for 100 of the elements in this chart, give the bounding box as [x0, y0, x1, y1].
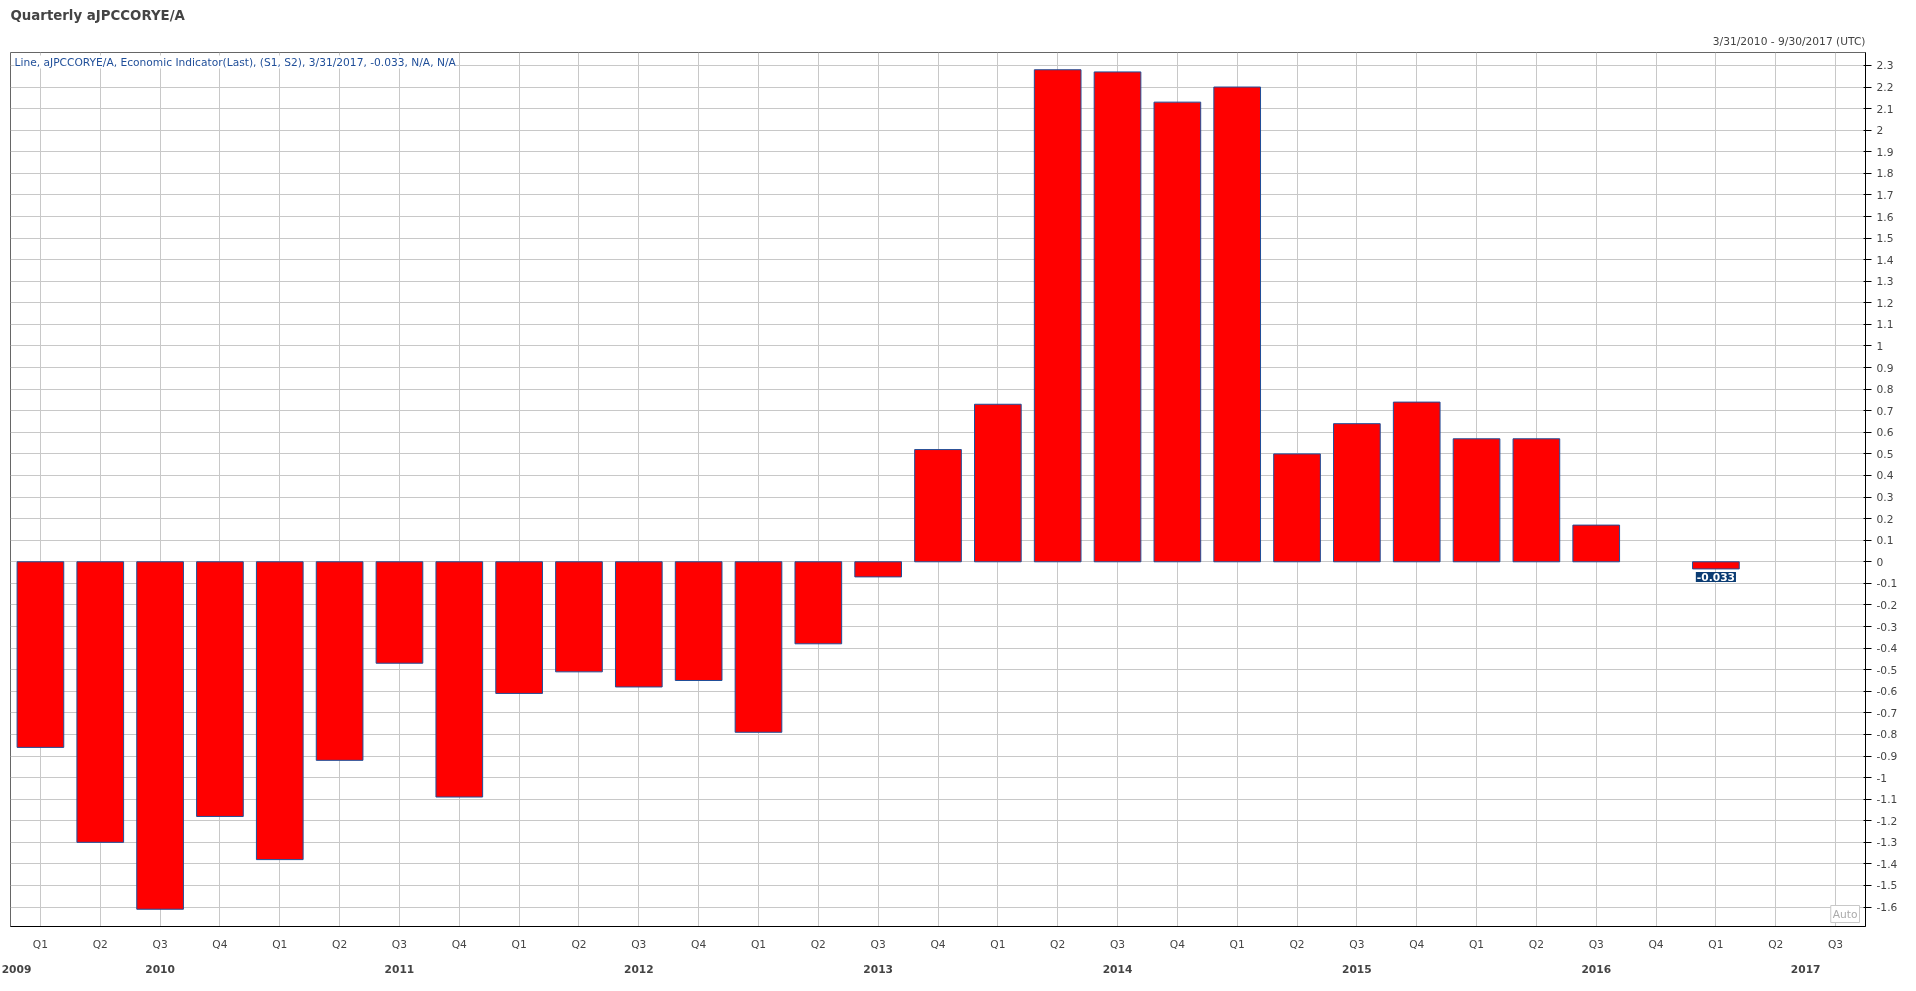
y-tick-label: 0.7	[1876, 404, 1894, 418]
bar	[1033, 69, 1082, 563]
bar	[674, 561, 723, 681]
x-tick-label: Q4	[1169, 937, 1186, 951]
bar	[1512, 438, 1561, 563]
y-tick-label: -0.6	[1876, 685, 1898, 699]
bar	[196, 561, 244, 817]
y-tick-label: 0	[1876, 555, 1884, 569]
x-tick-label: Q1	[32, 937, 49, 951]
x-tick-label: Q2	[810, 937, 826, 951]
x-tick-label: Q4	[930, 937, 946, 951]
x-tick-label: Q1	[511, 937, 527, 951]
y-tick-label: -1.4	[1876, 857, 1898, 871]
x-tick-label: Q2	[92, 937, 108, 951]
text: 2013	[863, 962, 893, 976]
bar	[1213, 86, 1262, 563]
x-tick-label: Q1	[750, 937, 767, 951]
annotation: Auto	[1832, 907, 1858, 921]
bar	[255, 561, 304, 861]
chart-subtitle: Line, aJPCCORYE/A, Economic Indicator(Last), (S1, S2), 3/31/2017, -0.033, N/A, N/A	[14, 55, 457, 69]
bar	[1572, 524, 1621, 563]
x-tick-label: Q2	[332, 937, 348, 951]
y-tick-label: -0.4	[1876, 642, 1898, 656]
x-tick-label: Q1	[272, 937, 288, 951]
y-tick-label: -1.1	[1876, 793, 1898, 807]
x-tick-label: Q1	[1708, 937, 1724, 951]
bar	[495, 561, 543, 694]
bar	[136, 561, 184, 910]
bar	[435, 561, 484, 798]
y-tick-label: 1.2	[1876, 296, 1894, 310]
y-tick-label: 0.1	[1876, 534, 1894, 548]
text: 2014	[1102, 962, 1133, 976]
bar	[76, 561, 125, 843]
x-tick-label: Q4	[1648, 937, 1664, 951]
x-tick-label: Q2	[1289, 937, 1305, 951]
x-tick-label: Q2	[1528, 937, 1544, 951]
x-tick-label: Q2	[571, 937, 587, 951]
y-tick-label: -0.9	[1876, 750, 1898, 764]
y-tick-label: -0.1	[1876, 577, 1898, 591]
bar	[16, 561, 65, 748]
y-tick-label: -1.2	[1876, 814, 1898, 828]
y-tick-label: 1.6	[1876, 210, 1894, 224]
y-tick-label: 1.1	[1876, 318, 1894, 332]
y-tick-label: 1.4	[1876, 253, 1894, 267]
bar	[974, 403, 1022, 563]
bar	[375, 561, 424, 664]
text: 2015	[1342, 962, 1372, 976]
bar	[914, 449, 962, 563]
y-tick-label: 0.4	[1876, 469, 1894, 483]
y-tick-label: 0.8	[1876, 383, 1894, 397]
x-tick-label: Q3	[1109, 937, 1126, 951]
bar	[1093, 71, 1142, 563]
text: 2016	[1581, 962, 1612, 976]
y-tick-label: 1.7	[1876, 188, 1894, 202]
y-tick-label: 2	[1876, 124, 1884, 138]
bar	[555, 561, 603, 673]
x-tick-label: Q2	[1768, 937, 1784, 951]
bar	[794, 561, 843, 645]
x-tick-label: Q3	[631, 937, 647, 951]
text: 2017	[1790, 962, 1821, 976]
y-tick-label: 1.3	[1876, 275, 1894, 289]
x-tick-label: Q3	[391, 937, 408, 951]
bar	[1273, 453, 1321, 563]
y-tick-label: 1.9	[1876, 145, 1894, 159]
y-tick-label: -1.6	[1876, 901, 1898, 915]
x-tick-label: Q3	[1588, 937, 1604, 951]
y-tick-label: -1.5	[1876, 879, 1898, 893]
x-tick-label: Q2	[1050, 937, 1066, 951]
y-tick-label: 2.2	[1876, 81, 1894, 95]
x-tick-label: Q3	[870, 937, 886, 951]
text: 2010	[145, 962, 175, 976]
bar	[1692, 561, 1740, 570]
y-tick-label: 1.5	[1876, 232, 1894, 246]
y-tick-label: -0.8	[1876, 728, 1898, 742]
data-label: -0.033	[1696, 570, 1735, 584]
y-tick-label: -1	[1876, 771, 1888, 785]
text: 2009	[1, 962, 32, 976]
x-tick-label: Q4	[691, 937, 707, 951]
y-tick-label: 2.1	[1876, 102, 1894, 116]
bar	[1452, 438, 1501, 563]
y-tick-label: -0.7	[1876, 706, 1898, 720]
x-tick-label: Q4	[212, 937, 228, 951]
chart-title: Quarterly aJPCCORYE/A	[10, 7, 186, 23]
y-tick-label: 1	[1876, 339, 1884, 353]
y-tick-label: -0.5	[1876, 663, 1898, 677]
bar	[1392, 401, 1441, 563]
x-tick-label: Q1	[990, 937, 1006, 951]
x-tick-label: Q3	[152, 937, 168, 951]
y-tick-label: 2.3	[1876, 59, 1894, 73]
y-tick-label: 0.2	[1876, 512, 1894, 526]
x-tick-label: Q4	[1409, 937, 1425, 951]
bar	[1153, 101, 1202, 563]
text: 3/31/2010 - 9/30/2017 (UTC)	[1712, 34, 1866, 48]
x-tick-label: Q1	[1229, 937, 1245, 951]
text: 2012	[623, 962, 654, 976]
y-tick-label: 0.6	[1876, 426, 1894, 440]
bar	[614, 561, 663, 688]
x-tick-label: Q3	[1828, 937, 1844, 951]
y-tick-label: 0.5	[1876, 447, 1894, 461]
y-tick-label: -0.3	[1876, 620, 1898, 634]
